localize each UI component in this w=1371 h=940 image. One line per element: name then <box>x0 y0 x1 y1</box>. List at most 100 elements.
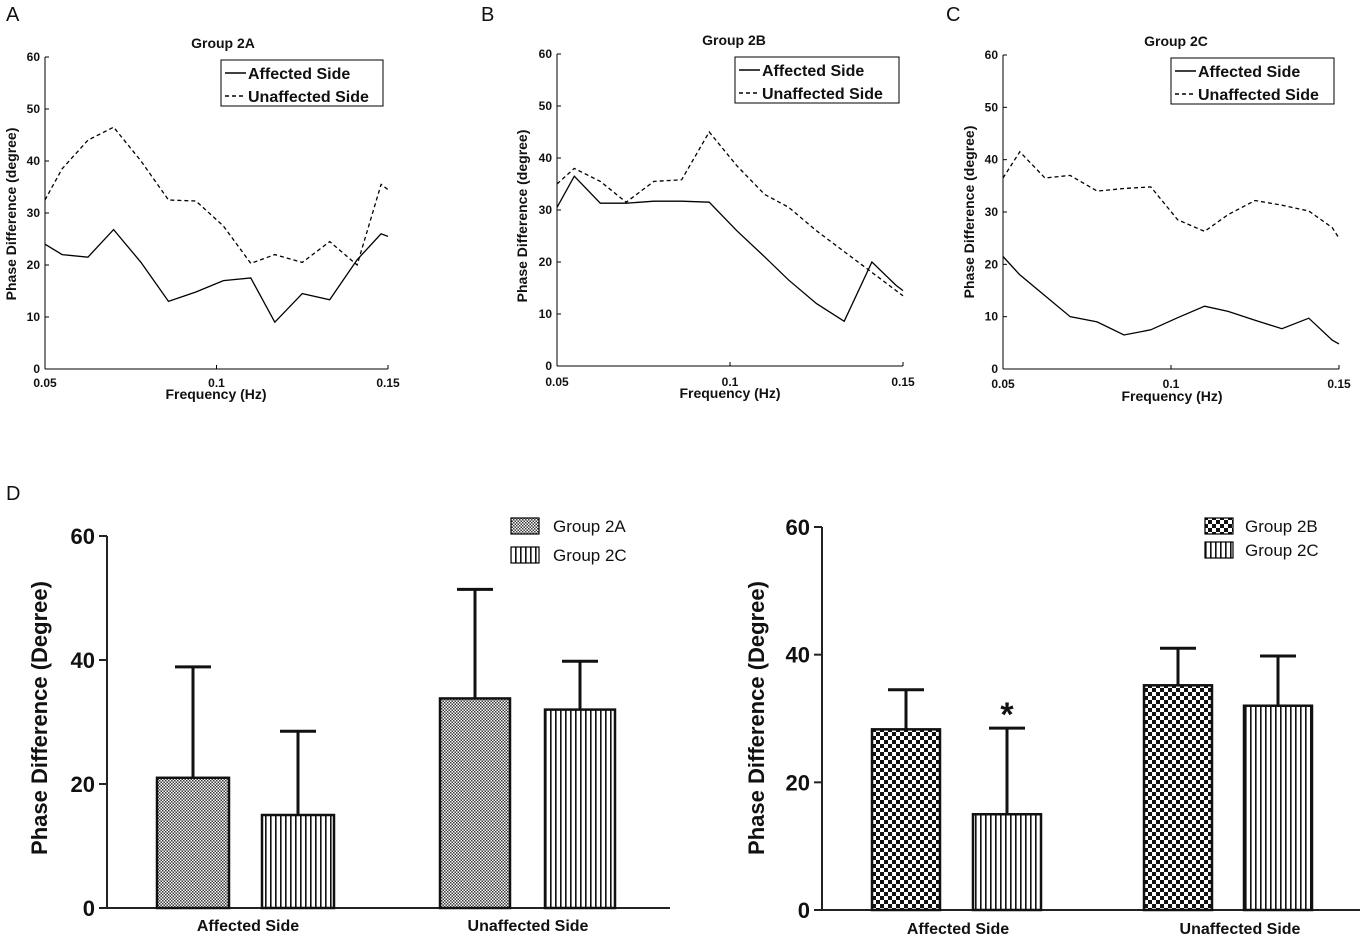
bar-group-2b <box>870 728 942 912</box>
bar-group-2a <box>155 776 231 910</box>
y-tick-group: 0 10 20 30 40 50 60 <box>27 50 49 376</box>
y-tick-label: 50 <box>27 102 41 116</box>
y-tick-label: 60 <box>539 47 553 61</box>
series-line-affected-side <box>1002 256 1340 345</box>
y-tick-label: 40 <box>71 648 95 673</box>
y-tick-label: 20 <box>539 255 553 269</box>
legend-swatch-group-2a <box>510 517 540 535</box>
legend-box <box>734 56 900 104</box>
legend: Affected Side Unaffected Side <box>220 59 384 107</box>
y-tick-label: 0 <box>33 362 40 376</box>
x-tick-label: 0.05 <box>991 377 1015 391</box>
panel-letter-c: C <box>946 4 960 26</box>
panel-letter-a: A <box>6 4 20 26</box>
y-tick-label: 10 <box>27 310 41 324</box>
y-tick-label: 0 <box>545 359 552 373</box>
legend-swatch-group-2c <box>1204 541 1234 559</box>
series-group <box>556 130 904 323</box>
x-tick-group: 0.05 0.1 0.15 <box>545 362 915 389</box>
category-label-unaffected: Unaffected Side <box>468 918 589 935</box>
legend-swatch-group-2b <box>1204 517 1234 535</box>
y-tick-label: 20 <box>786 770 810 795</box>
chart-title: Group 2C <box>1144 33 1208 49</box>
legend-label-group-2b: Group 2B <box>1245 517 1318 536</box>
y-tick-label: 40 <box>786 643 810 668</box>
legend-label-unaffected: Unaffected Side <box>248 89 369 106</box>
y-axis-label: Phase Difference (Degree) <box>744 581 769 855</box>
y-tick-group: 0 20 40 60 <box>71 524 107 921</box>
y-tick-label: 20 <box>27 258 41 272</box>
series-group <box>44 126 389 324</box>
x-tick-label: 0.05 <box>33 376 57 390</box>
x-tick-label: 0.1 <box>1163 377 1180 391</box>
legend-label-affected: Affected Side <box>762 63 864 80</box>
y-tick-label: 0 <box>798 898 810 923</box>
x-tick-label: 0.1 <box>208 376 225 390</box>
x-tick-label: 0.15 <box>891 375 915 389</box>
y-tick-label: 40 <box>985 153 999 167</box>
bar-chart-d-left: 0 20 40 60 Affected Side Unaffected Side Ph… <box>27 517 670 935</box>
legend-label-affected: Affected Side <box>248 66 350 83</box>
line-chart-b: Group 2B 0 10 20 30 40 50 60 0.05 0.1 0.15 Frequ… <box>514 32 915 401</box>
bar-group <box>155 587 617 910</box>
x-tick-label: 0.1 <box>722 375 739 389</box>
legend-label-affected: Affected Side <box>1198 64 1300 81</box>
y-tick-label: 60 <box>786 515 810 540</box>
bar-group: * <box>870 646 1314 912</box>
x-tick-label: 0.15 <box>1327 377 1351 391</box>
y-tick-group: 0 10 20 30 40 50 60 <box>985 48 1007 376</box>
y-tick-label: 60 <box>985 48 999 62</box>
y-tick-label: 10 <box>985 310 999 324</box>
y-axis-label: Phase Difference (degree) <box>514 130 530 303</box>
series-group <box>1002 150 1340 345</box>
x-tick-group: 0.05 0.1 0.15 <box>991 365 1351 391</box>
y-tick-label: 50 <box>985 100 999 114</box>
panel-letter-d: D <box>6 483 20 505</box>
y-axis-label: Phase Difference (Degree) <box>27 581 52 855</box>
bar-group-2c <box>1242 704 1314 912</box>
legend-box <box>1170 57 1335 105</box>
panel-letter-b: B <box>481 4 494 26</box>
legend-label-group-2c: Group 2C <box>1245 541 1319 560</box>
y-tick-label: 10 <box>539 307 553 321</box>
x-tick-group: 0.05 0.1 0.15 <box>33 365 400 390</box>
y-tick-label: 30 <box>539 203 553 217</box>
y-tick-label: 40 <box>539 151 553 165</box>
category-label-affected: Affected Side <box>907 921 1009 938</box>
y-tick-label: 60 <box>27 50 41 64</box>
legend: Affected Side Unaffected Side <box>734 56 900 104</box>
y-tick-label: 40 <box>27 154 41 168</box>
legend: Group 2A Group 2C <box>510 517 627 565</box>
category-label-affected: Affected Side <box>197 918 299 935</box>
series-line-unaffected-side <box>44 126 389 267</box>
category-label-unaffected: Unaffected Side <box>1180 921 1301 938</box>
line-chart-c: Group 2C 0 10 20 30 40 50 60 0.05 0.1 0.15 Frequ… <box>961 33 1351 404</box>
x-axis-label: Frequency (Hz) <box>679 385 780 401</box>
series-line-affected-side <box>44 228 389 324</box>
legend-swatch-group-2c <box>510 546 540 564</box>
chart-title: Group 2B <box>702 32 766 48</box>
y-tick-group: 0 10 20 30 40 50 60 <box>539 47 561 373</box>
x-tick-label: 0.05 <box>545 375 569 389</box>
y-tick-label: 20 <box>71 772 95 797</box>
bar-group-2c <box>543 708 617 910</box>
legend-label-group-2c: Group 2C <box>553 546 627 565</box>
y-tick-group: 0 20 40 60 <box>786 515 822 923</box>
y-tick-label: 30 <box>27 206 41 220</box>
bar-group-2c <box>260 813 336 910</box>
y-tick-label: 60 <box>71 524 95 549</box>
legend-label-unaffected: Unaffected Side <box>762 86 883 103</box>
series-line-affected-side <box>556 175 904 323</box>
x-tick-label: 0.15 <box>376 376 400 390</box>
legend-label-unaffected: Unaffected Side <box>1198 87 1319 104</box>
y-tick-label: 30 <box>985 205 999 219</box>
bar-group-2a <box>438 697 512 910</box>
x-axis-label: Frequency (Hz) <box>1121 388 1222 404</box>
x-axis-label: Frequency (Hz) <box>165 386 266 402</box>
y-axis-label: Phase Difference (degree) <box>961 126 977 299</box>
legend: Affected Side Unaffected Side <box>1170 57 1335 105</box>
significance-marker: * <box>1000 696 1014 734</box>
bar-group-2c <box>971 813 1043 912</box>
